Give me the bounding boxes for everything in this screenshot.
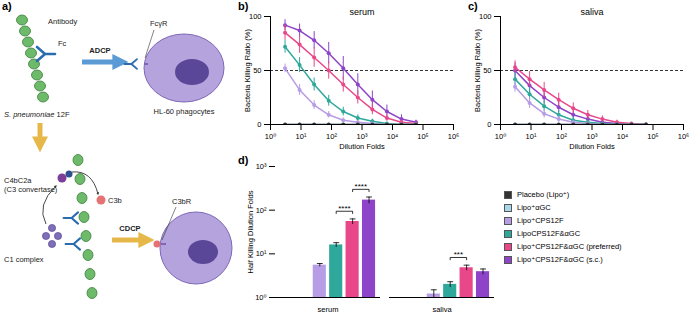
html-text:Lipo⁺CPS12F: Lipo⁺CPS12F — [517, 216, 564, 225]
html-text:b): b) — [238, 0, 249, 12]
svg-text:50: 50 — [483, 66, 491, 75]
svg-text:100: 100 — [479, 12, 492, 21]
html-text:Lipo⁺CPS12F&αGC (preferred): Lipo⁺CPS12F&αGC (preferred) — [517, 242, 622, 251]
svg-text:10¹: 10¹ — [526, 132, 537, 141]
svg-text:10¹: 10¹ — [256, 249, 267, 258]
svg-text:10⁵: 10⁵ — [417, 132, 428, 141]
svg-text:C4bC2a: C4bC2a — [4, 176, 32, 185]
svg-text:C1 complex: C1 complex — [4, 255, 44, 264]
svg-text:Antibody: Antibody — [48, 17, 77, 26]
svg-text:CDCP: CDCP — [119, 224, 140, 233]
svg-text:10⁴: 10⁴ — [387, 132, 399, 141]
svg-text:Half Killing Dilution Folds: Half Killing Dilution Folds — [246, 190, 255, 273]
svg-text:serum: serum — [318, 305, 339, 314]
svg-text:10³: 10³ — [256, 162, 267, 171]
svg-text:10³: 10³ — [357, 132, 368, 141]
svg-text:10²: 10² — [556, 132, 567, 141]
svg-text:50: 50 — [253, 66, 261, 75]
html-text:Placebo (Lipo⁺): Placebo (Lipo⁺) — [517, 190, 570, 199]
svg-text:S. pneumoniae 12F: S. pneumoniae 12F — [4, 110, 70, 119]
svg-text:saliva: saliva — [432, 305, 452, 314]
svg-text:0: 0 — [257, 120, 261, 129]
html-text:LipoCPS12F&αGC: LipoCPS12F&αGC — [517, 229, 581, 238]
svg-text:saliva: saliva — [580, 7, 603, 17]
svg-text:Dilution Folds: Dilution Folds — [569, 142, 615, 151]
svg-text:C3bR: C3bR — [172, 197, 192, 206]
svg-text:Bacteria Killing Ratio (%): Bacteria Killing Ratio (%) — [243, 29, 252, 112]
html-text:c): c) — [468, 0, 478, 12]
svg-text:Fc: Fc — [58, 39, 67, 48]
svg-text:Dilution Folds: Dilution Folds — [339, 142, 385, 151]
svg-text:****: **** — [355, 182, 367, 191]
svg-text:****: **** — [338, 204, 350, 213]
svg-text:10⁰: 10⁰ — [495, 132, 506, 141]
svg-text:serum: serum — [349, 7, 374, 17]
html-text:a): a) — [2, 0, 12, 12]
svg-text:10⁰: 10⁰ — [255, 293, 266, 302]
svg-text:10¹: 10¹ — [296, 132, 307, 141]
svg-text:HL-60 phagocytes: HL-60 phagocytes — [154, 107, 215, 116]
svg-text:10⁵: 10⁵ — [647, 132, 658, 141]
html-text:Lipo⁺αGC: Lipo⁺αGC — [517, 203, 551, 212]
svg-text:(C3 convertase): (C3 convertase) — [4, 185, 58, 194]
svg-text:10⁴: 10⁴ — [617, 132, 629, 141]
svg-text:Bacteria Killing Ratio (%): Bacteria Killing Ratio (%) — [473, 29, 482, 112]
svg-text:10²: 10² — [256, 206, 267, 215]
svg-text:FcγR: FcγR — [150, 19, 168, 28]
svg-text:100: 100 — [249, 12, 262, 21]
svg-text:C3b: C3b — [108, 196, 122, 205]
svg-text:10³: 10³ — [587, 132, 598, 141]
svg-text:10⁰: 10⁰ — [265, 132, 276, 141]
svg-text:10⁶: 10⁶ — [448, 132, 459, 141]
html-text:d): d) — [238, 154, 249, 166]
svg-text:ADCP: ADCP — [89, 46, 110, 55]
svg-text:10²: 10² — [326, 132, 337, 141]
svg-text:10⁶: 10⁶ — [678, 132, 689, 141]
svg-text:0: 0 — [487, 120, 491, 129]
html-text:Lipo⁺CPS12F&αGC (s.c.): Lipo⁺CPS12F&αGC (s.c.) — [517, 255, 603, 264]
svg-text:***: *** — [454, 250, 463, 259]
